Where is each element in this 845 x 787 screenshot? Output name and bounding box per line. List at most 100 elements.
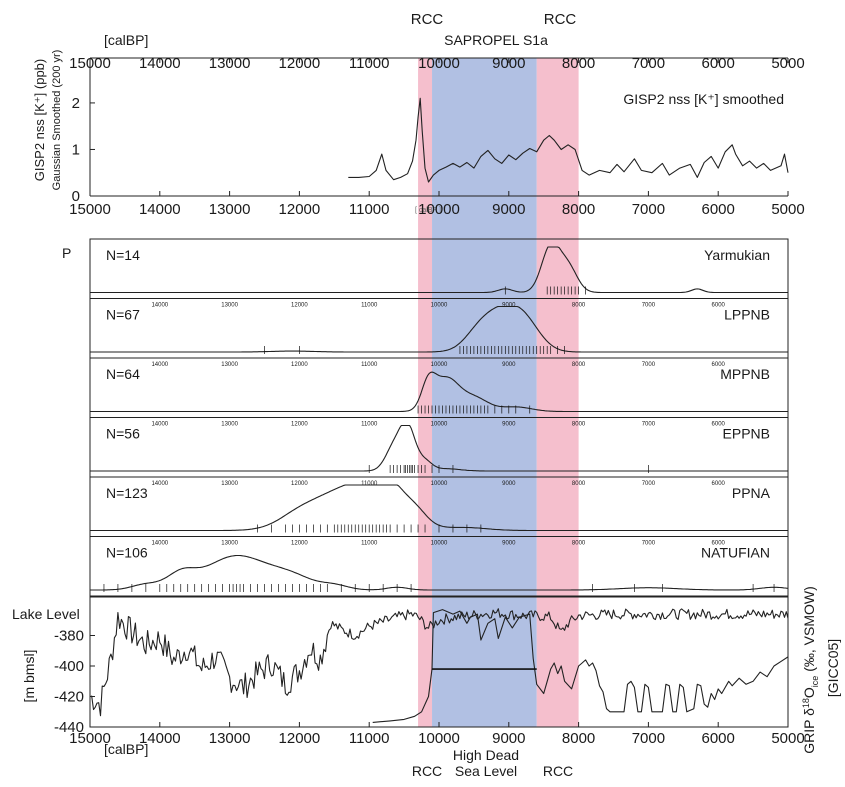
phase-5-small-tick-6: 8000 <box>572 541 586 547</box>
top-xtick-label-6: 9000 <box>492 55 525 72</box>
mid-xtick-label-3: 12000 <box>279 201 321 218</box>
bottom-xtick-label-4: 11000 <box>349 730 390 747</box>
top-xtick-label-10: 5000 <box>771 55 804 72</box>
top-xtick-label-0: 15000 <box>69 55 111 72</box>
phase-4-small-tick-0: 14000 <box>151 481 168 487</box>
phase-4-small-tick-6: 8000 <box>572 481 586 487</box>
sapropel-label: SAPROPEL S1a <box>444 32 548 48</box>
phase-3-small-tick-0: 14000 <box>151 422 168 428</box>
rcc-bottom-right-label: RCC <box>543 763 573 779</box>
top-ytick-label-2: 2 <box>72 95 80 112</box>
mid-xtick-label-2: 13000 <box>209 201 251 218</box>
chart-labels: RCC RCC SAPROPEL S1a [calBP] GISP2 nss [… <box>12 11 841 779</box>
grip-ylabel-sup: 18 <box>801 698 811 708</box>
top-xtick-label-4: 11000 <box>349 55 390 72</box>
grip-ylabel-part-3: O <box>801 687 817 698</box>
top-xtick-label-1: 14000 <box>139 55 181 72</box>
top-ylabel-1: GISP2 nss [K⁺] (ppb) <box>32 59 47 181</box>
high-sea-label-2: Sea Level <box>455 763 517 779</box>
bottom-xtick-label-9: 6000 <box>702 730 735 747</box>
phase-2-small-tick-4: 10000 <box>431 362 448 368</box>
top-xtick-label-8: 7000 <box>632 55 665 72</box>
phase-count-0: N=14 <box>106 247 140 263</box>
bottom-xtick-label-2: 13000 <box>209 730 251 747</box>
phase-count-3: N=56 <box>106 426 140 442</box>
bottom-xtick-label-8: 7000 <box>632 730 665 747</box>
lake-ytick-label-2: -400 <box>54 658 84 675</box>
phase-3-small-tick-3: 11000 <box>361 422 378 428</box>
top-ylabel-2: Gaussian Smoothed (200 yr) <box>51 50 63 191</box>
phase-3-small-tick-2: 12000 <box>291 422 308 428</box>
phase-1-small-tick-1: 13000 <box>221 303 238 309</box>
time-bands <box>418 58 579 727</box>
band-rcc-2 <box>536 58 579 727</box>
phase-5-small-tick-4: 10000 <box>431 541 448 547</box>
phase-2-small-tick-5: 9000 <box>502 362 516 368</box>
lake-ytick-label-1: -420 <box>54 689 84 706</box>
panel-frames: N=14 Yarmukian N=67 LPPNB N=64 MPPNB N=56 EPPNB… <box>89 57 789 728</box>
bottom-xtick-label-6: 9000 <box>492 730 525 747</box>
bottom-xtick-label-7: 8000 <box>562 730 595 747</box>
phase-1-small-tick-2: 12000 <box>291 303 308 309</box>
phase-name-0: Yarmukian <box>704 247 770 263</box>
grip-ylabel-sub: ice <box>810 676 820 688</box>
top-series-line <box>348 97 789 183</box>
phase-4-small-tick-7: 7000 <box>642 481 656 487</box>
phase-4-small-tick-2: 12000 <box>291 481 308 487</box>
phase-5-density <box>90 554 789 591</box>
phase-1-small-tick-3: 11000 <box>361 303 378 309</box>
phase-2-density <box>90 371 788 413</box>
phase-5-small-tick-3: 11000 <box>361 541 378 547</box>
phase-count-2: N=64 <box>106 366 140 382</box>
phase-2-small-tick-6: 8000 <box>572 362 586 368</box>
top-xtick-label-9: 6000 <box>702 55 735 72</box>
phase-5-small-tick-5: 9000 <box>502 541 516 547</box>
mid-xtick-label-5: 10000 <box>418 201 460 218</box>
phase-0-density <box>90 246 788 294</box>
top-xtick-label-7: 8000 <box>562 55 595 72</box>
mid-xtick-label-4: 11000 <box>349 201 390 218</box>
phase-name-5: NATUFIAN <box>701 545 770 561</box>
data-curves <box>89 97 789 723</box>
lake-ytick-label-3: -380 <box>54 628 84 645</box>
phase-name-3: EPPNB <box>723 426 770 442</box>
mid-xtick-label-6: 9000 <box>492 201 525 218</box>
rcc-bottom-left-label: RCC <box>412 763 442 779</box>
phase-4-small-tick-4: 10000 <box>431 481 448 487</box>
mid-xtick-label-7: 8000 <box>562 201 595 218</box>
phase-3-small-tick-8: 6000 <box>712 422 726 428</box>
phase-5-small-tick-0: 14000 <box>151 541 168 547</box>
phase-count-1: N=67 <box>106 307 140 323</box>
grip-ylabel-part-5: (‰, VSMOW) <box>801 586 817 675</box>
phase-5-small-tick-8: 6000 <box>712 541 726 547</box>
phase-3-small-tick-1: 13000 <box>221 422 238 428</box>
phase-2-small-tick-2: 12000 <box>291 362 308 368</box>
grip-ylabel-part-1: GRIP δ <box>801 708 817 754</box>
top-ytick-label-0: 0 <box>72 188 80 205</box>
bottom-xtick-label-1: 14000 <box>139 730 181 747</box>
phase-4-small-tick-5: 9000 <box>502 481 516 487</box>
grip-isotope-line <box>89 608 789 717</box>
mid-xtick-label-9: 6000 <box>702 201 735 218</box>
phase-count-4: N=123 <box>106 485 148 501</box>
mid-xtick-label-8: 7000 <box>632 201 665 218</box>
phase-3-small-tick-7: 7000 <box>642 422 656 428</box>
phase-5-small-tick-1: 13000 <box>221 541 238 547</box>
lake-ytick-label-0: -440 <box>54 719 84 736</box>
bottom-xtick-label-3: 12000 <box>279 730 321 747</box>
mid-xtick-label-1: 14000 <box>139 201 181 218</box>
phase-1-small-tick-0: 14000 <box>151 303 168 309</box>
x-axis-unit-bottom: [calBP] <box>104 741 148 757</box>
phase-1-small-tick-6: 8000 <box>572 303 586 309</box>
phase-2-small-tick-0: 14000 <box>151 362 168 368</box>
phase-name-2: MPPNB <box>720 366 770 382</box>
phase-2-small-tick-7: 7000 <box>642 362 656 368</box>
rcc-top-right-label: RCC <box>544 11 577 28</box>
calbp-small-label: [ calBP ] <box>415 207 441 214</box>
top-xtick-label-3: 12000 <box>279 55 321 72</box>
phase-4-small-tick-8: 6000 <box>712 481 726 487</box>
mid-xtick-label-10: 5000 <box>771 201 804 218</box>
phase-count-5: N=106 <box>106 545 148 561</box>
grip-ylabel-gicc: [GICC05] <box>825 639 841 697</box>
lake-level-line <box>372 609 789 723</box>
